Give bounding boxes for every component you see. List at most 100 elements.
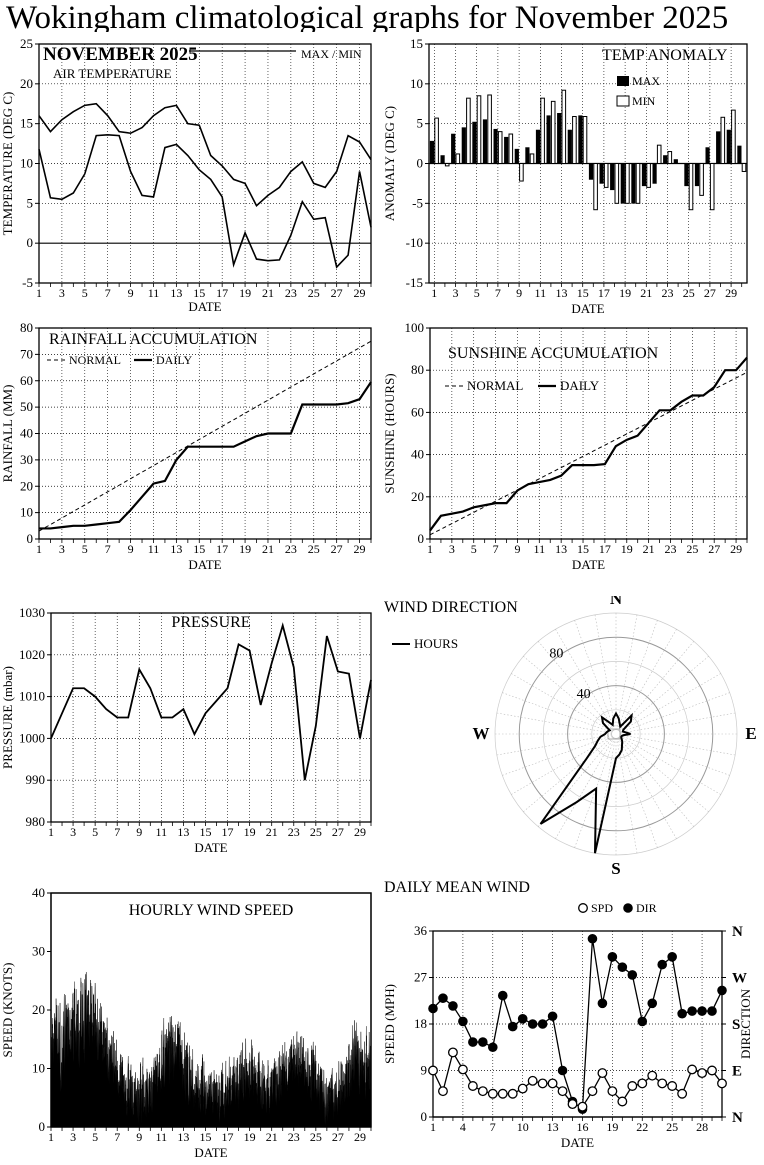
svg-text:13: 13	[170, 286, 182, 300]
svg-text:SPEED (MPH): SPEED (MPH)	[382, 984, 397, 1064]
svg-text:21: 21	[262, 286, 274, 300]
svg-text:9: 9	[516, 286, 522, 300]
svg-text:5: 5	[471, 542, 477, 556]
svg-text:40: 40	[32, 885, 45, 900]
svg-text:23: 23	[288, 825, 300, 839]
svg-text:15: 15	[199, 1130, 211, 1144]
svg-text:DATE: DATE	[194, 1145, 227, 1160]
svg-text:9: 9	[128, 542, 134, 556]
svg-text:10: 10	[410, 76, 423, 91]
svg-text:W: W	[473, 724, 490, 743]
svg-text:-5: -5	[412, 195, 423, 210]
svg-text:15: 15	[577, 542, 589, 556]
svg-text:3: 3	[70, 1130, 76, 1144]
svg-text:20: 20	[32, 1002, 45, 1017]
svg-text:10: 10	[517, 1120, 529, 1134]
svg-text:60: 60	[411, 404, 424, 419]
svg-text:NOVEMBER 2025: NOVEMBER 2025	[43, 44, 198, 65]
svg-text:9: 9	[128, 286, 134, 300]
svg-text:25: 25	[666, 1120, 678, 1134]
svg-text:21: 21	[640, 286, 652, 300]
svg-text:0: 0	[39, 1119, 46, 1134]
svg-text:50: 50	[20, 399, 33, 414]
svg-text:27: 27	[414, 970, 428, 985]
svg-text:100: 100	[405, 320, 425, 335]
svg-text:70: 70	[20, 346, 33, 361]
svg-text:23: 23	[285, 286, 297, 300]
svg-text:10: 10	[20, 505, 33, 520]
svg-text:10: 10	[32, 1061, 45, 1076]
svg-text:WIND DIRECTION: WIND DIRECTION	[384, 599, 518, 616]
svg-text:E: E	[732, 1064, 742, 1080]
svg-text:23: 23	[664, 542, 676, 556]
svg-text:5: 5	[92, 825, 98, 839]
svg-text:13: 13	[547, 1120, 559, 1134]
svg-text:NORMAL: NORMAL	[69, 353, 121, 367]
svg-text:20: 20	[20, 76, 33, 91]
svg-text:DAILY: DAILY	[156, 353, 192, 367]
svg-text:11: 11	[534, 542, 546, 556]
svg-text:5: 5	[417, 116, 424, 131]
svg-text:N: N	[732, 1110, 743, 1126]
svg-text:17: 17	[216, 542, 228, 556]
svg-text:-5: -5	[22, 275, 33, 290]
svg-text:27: 27	[708, 542, 720, 556]
svg-text:13: 13	[556, 286, 568, 300]
svg-text:27: 27	[331, 542, 343, 556]
svg-text:36: 36	[414, 923, 428, 938]
svg-text:13: 13	[177, 825, 189, 839]
svg-text:4: 4	[460, 1120, 466, 1134]
svg-text:13: 13	[170, 542, 182, 556]
svg-text:1010: 1010	[19, 689, 45, 704]
svg-text:7: 7	[105, 542, 111, 556]
svg-text:N: N	[732, 924, 743, 940]
svg-text:15: 15	[193, 286, 205, 300]
svg-text:21: 21	[262, 542, 274, 556]
svg-text:11: 11	[156, 825, 168, 839]
svg-text:0: 0	[421, 1109, 428, 1124]
svg-text:SPEED (KNOTS): SPEED (KNOTS)	[0, 963, 15, 1058]
svg-text:0: 0	[418, 531, 425, 546]
svg-text:11: 11	[535, 286, 547, 300]
svg-text:30: 30	[32, 944, 45, 959]
svg-text:40: 40	[577, 687, 591, 702]
svg-text:23: 23	[662, 286, 674, 300]
svg-text:29: 29	[725, 286, 737, 300]
svg-text:NORMAL: NORMAL	[467, 378, 523, 393]
svg-text:0: 0	[417, 156, 424, 171]
svg-text:25: 25	[310, 1130, 322, 1144]
svg-text:7: 7	[114, 825, 120, 839]
svg-text:29: 29	[354, 825, 366, 839]
svg-text:21: 21	[266, 825, 278, 839]
svg-text:1: 1	[427, 542, 433, 556]
svg-text:27: 27	[704, 286, 716, 300]
svg-text:1020: 1020	[19, 647, 45, 662]
svg-text:DATE: DATE	[188, 557, 221, 572]
svg-text:19: 19	[244, 825, 256, 839]
svg-text:15: 15	[577, 286, 589, 300]
svg-text:19: 19	[621, 542, 633, 556]
svg-text:9: 9	[136, 1130, 142, 1144]
svg-text:17: 17	[222, 825, 234, 839]
svg-text:1: 1	[430, 1120, 436, 1134]
svg-text:DATE: DATE	[188, 299, 221, 314]
svg-text:MIN: MIN	[632, 94, 656, 108]
svg-text:PRESSURE (mbar): PRESSURE (mbar)	[0, 666, 15, 769]
svg-text:19: 19	[239, 542, 251, 556]
svg-text:0: 0	[27, 531, 34, 546]
svg-text:980: 980	[26, 814, 46, 829]
svg-text:SUNSHINE (HOURS): SUNSHINE (HOURS)	[382, 373, 397, 493]
svg-text:990: 990	[26, 772, 46, 787]
svg-text:19: 19	[606, 1120, 618, 1134]
svg-text:SUNSHINE ACCUMULATION: SUNSHINE ACCUMULATION	[448, 345, 659, 362]
svg-text:7: 7	[490, 1120, 496, 1134]
svg-text:13: 13	[177, 1130, 189, 1144]
svg-text:DATE: DATE	[194, 840, 227, 855]
svg-text:5: 5	[82, 286, 88, 300]
svg-text:3: 3	[59, 542, 65, 556]
svg-text:19: 19	[239, 286, 251, 300]
svg-text:9: 9	[421, 1063, 428, 1078]
svg-text:1: 1	[36, 542, 42, 556]
svg-text:80: 80	[20, 320, 33, 335]
svg-text:HOURLY WIND SPEED: HOURLY WIND SPEED	[129, 902, 294, 919]
